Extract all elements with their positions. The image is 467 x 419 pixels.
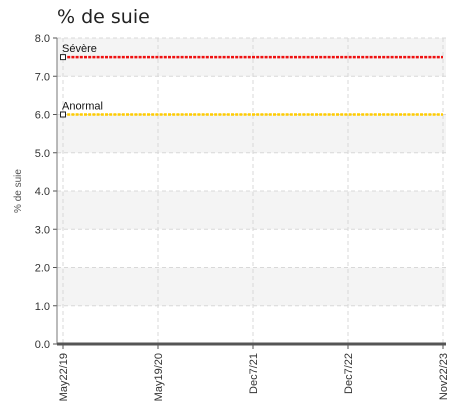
threshold-marker xyxy=(60,54,66,61)
y-tick-label: 2.0 xyxy=(35,263,50,275)
x-tick-label: May19/20 xyxy=(153,353,165,401)
plot-band xyxy=(57,114,446,153)
y-tick-label: 0.0 xyxy=(35,339,50,351)
threshold-marker xyxy=(60,111,66,118)
x-tick-label: May22/19 xyxy=(58,353,70,401)
y-tick-label: 3.0 xyxy=(35,224,50,236)
y-tick-label: 5.0 xyxy=(35,148,50,160)
threshold-label: Anormal xyxy=(62,101,103,113)
y-tick-label: 1.0 xyxy=(35,301,50,313)
plot-band xyxy=(57,191,446,230)
x-tick-label: Dec7/21 xyxy=(248,353,260,394)
chart-title: % de suie xyxy=(57,6,150,28)
threshold-label: Sévère xyxy=(62,43,97,55)
y-tick-label: 8.0 xyxy=(35,33,50,45)
y-tick-label: 7.0 xyxy=(35,71,50,83)
y-axis-label: % de suie xyxy=(13,169,24,213)
plot-band xyxy=(57,267,446,306)
x-tick-label: Nov22/23 xyxy=(438,353,450,400)
y-tick-label: 4.0 xyxy=(35,186,50,198)
y-tick-label: 6.0 xyxy=(35,110,50,122)
x-tick-label: Dec7/22 xyxy=(343,353,355,394)
